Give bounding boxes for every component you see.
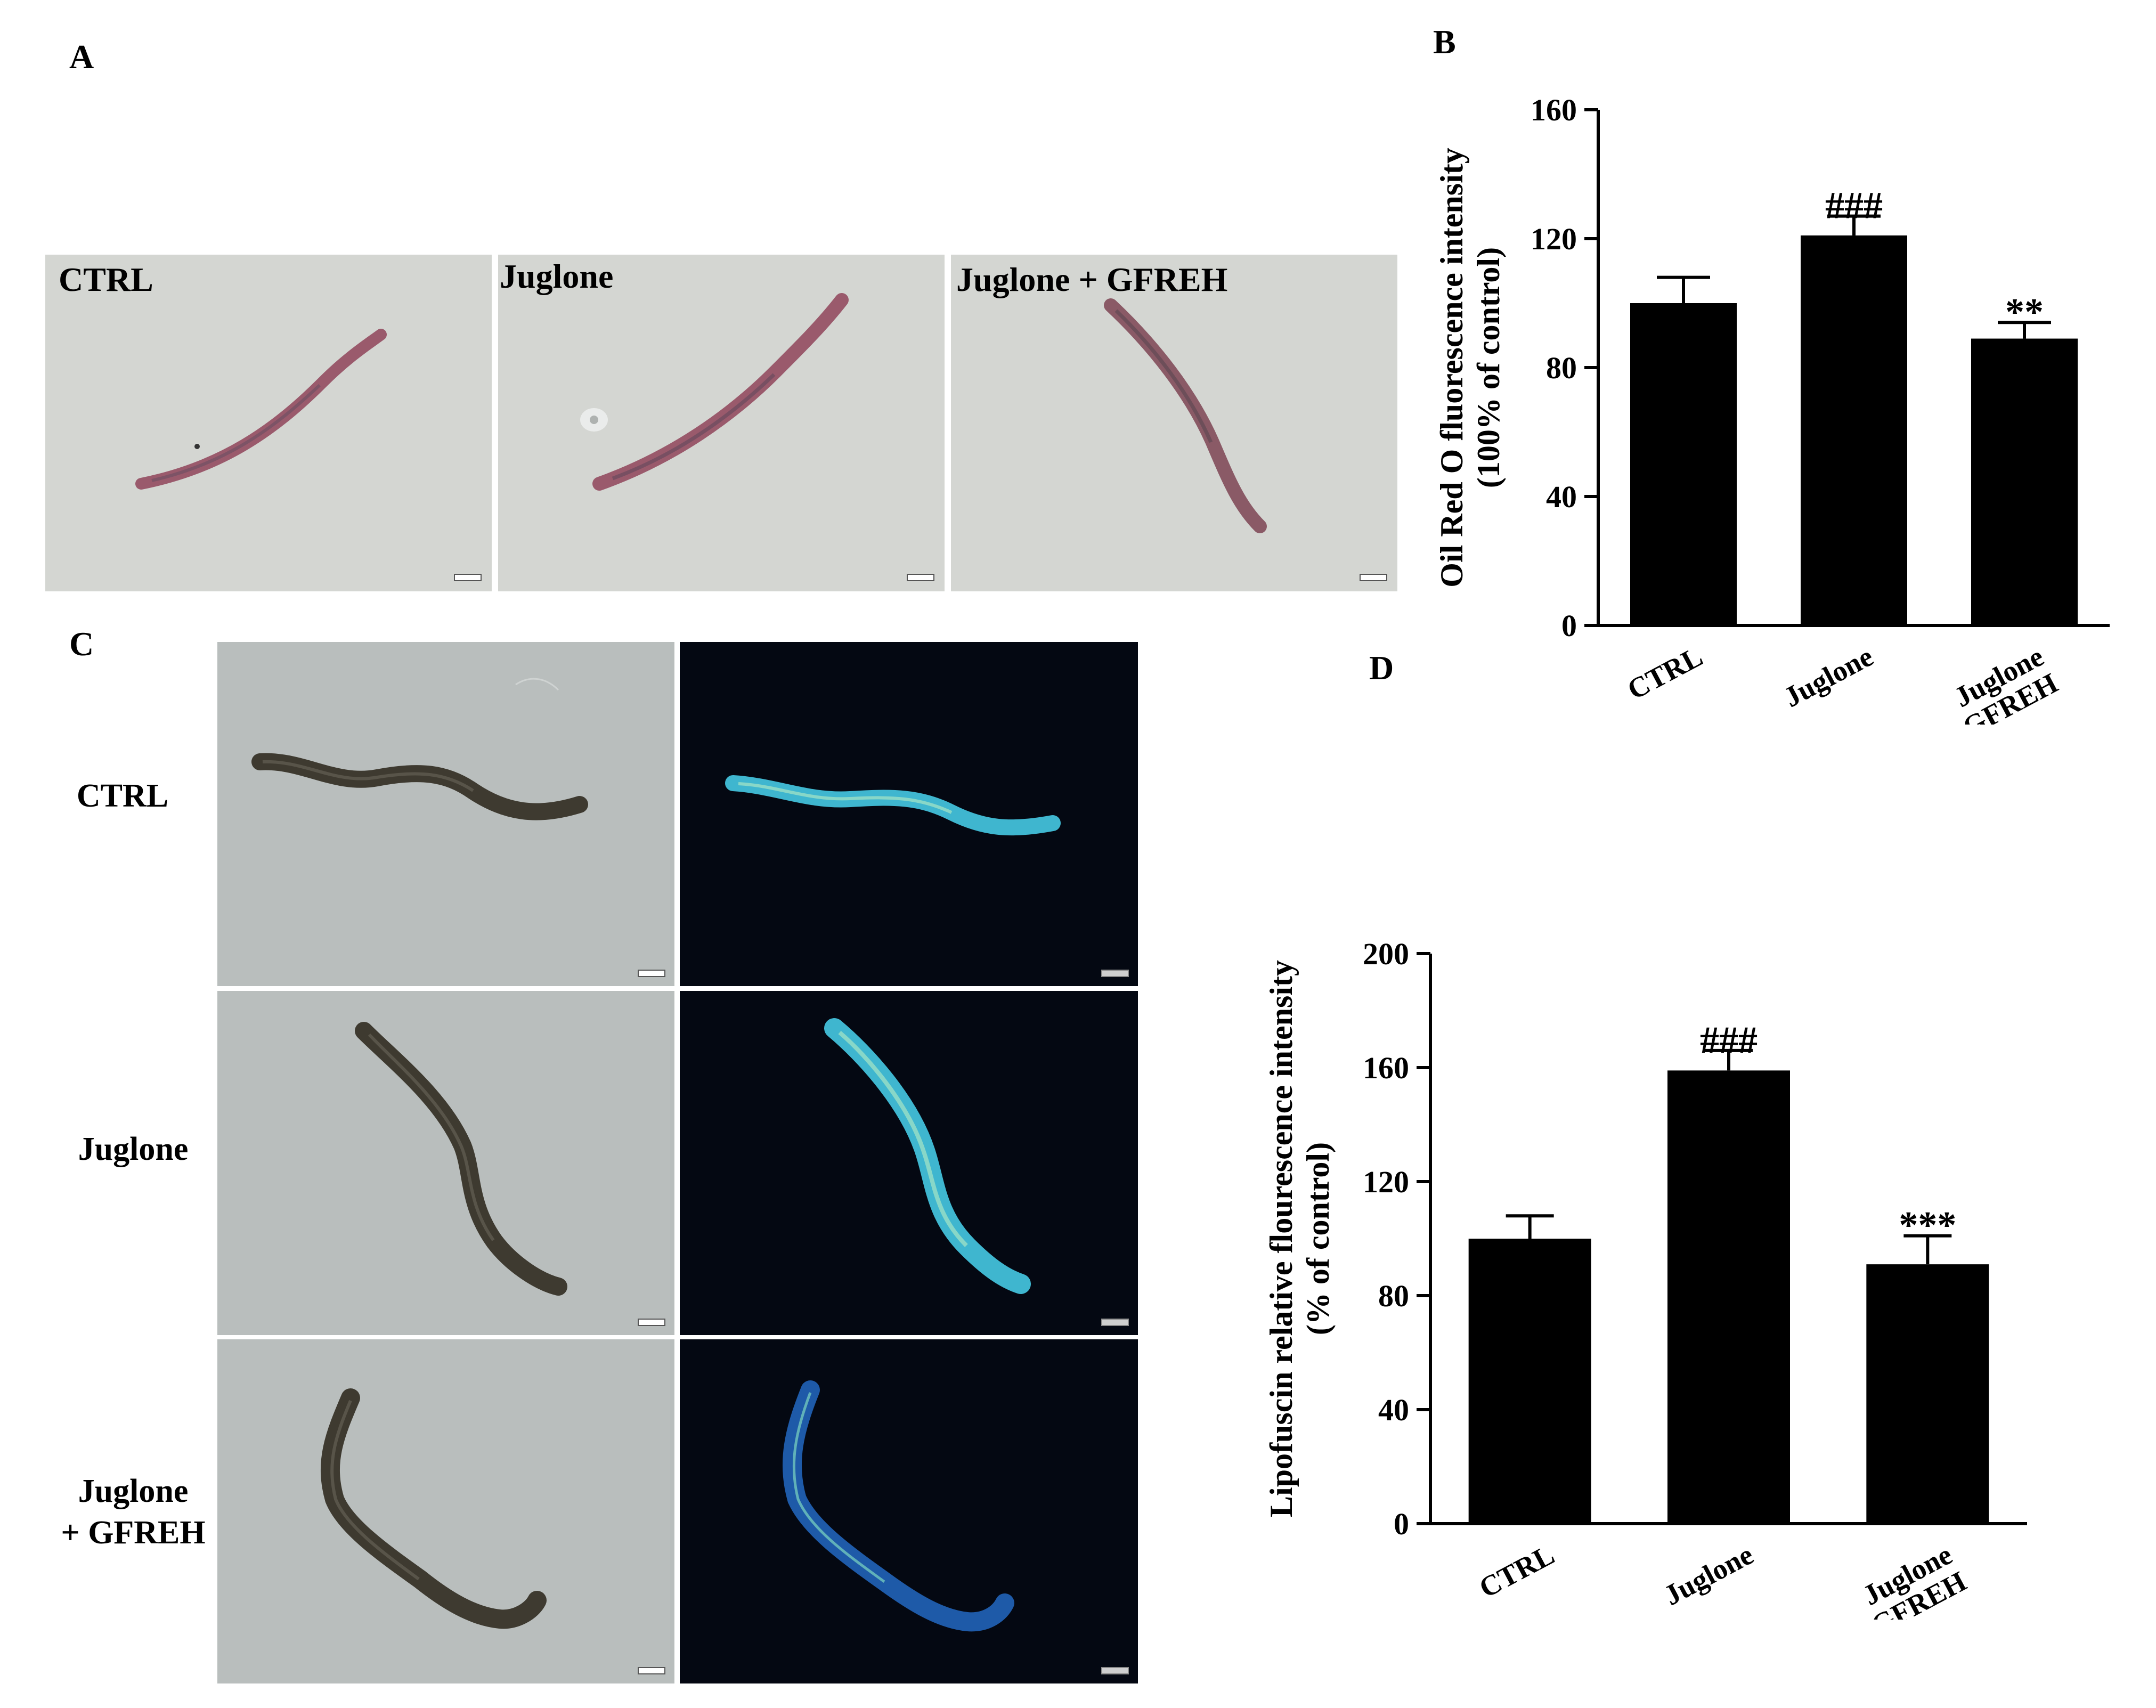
- y-axis-label-line: (% of control): [1300, 1142, 1336, 1335]
- chart-b: B 0 40 80 120 160 CTRL ### Juglone ** Juglone+ GF…: [1396, 16, 2131, 754]
- micrograph-c-juglone-fluorescence: [680, 991, 1138, 1335]
- panel-letter-a: A: [69, 38, 94, 76]
- y-axis-label: Lipofuscin relative flourescence intensi…: [1264, 960, 1336, 1517]
- micrograph-a-juglone-gfreh: [951, 255, 1397, 591]
- category-label-line: Juglone: [1658, 1539, 1758, 1612]
- y-axis-label-line: Oil Red O fluorescence intensity: [1434, 148, 1469, 587]
- y-axis-label: Oil Red O fluorescence intensity(100% of…: [1434, 148, 1506, 587]
- y-tick-label: 0: [1394, 1507, 1409, 1541]
- micrograph-c-juglone-gfreh-fluorescence: [680, 1339, 1138, 1683]
- panel-letter-c: C: [69, 625, 94, 663]
- y-tick-label: 80: [1378, 1279, 1409, 1313]
- y-tick-label: 0: [1561, 608, 1577, 643]
- category-label: Juglone: [1658, 1539, 1758, 1612]
- y-axis-label-line: Lipofuscin relative flourescence intensi…: [1264, 960, 1299, 1517]
- row-label-c-juglone-gfreh: Juglone + GFREH: [37, 1470, 229, 1554]
- bar: [1801, 235, 1907, 625]
- y-tick-label: 120: [1363, 1165, 1409, 1199]
- category-label-line: CTRL: [1474, 1539, 1560, 1604]
- y-tick-label: 120: [1531, 222, 1577, 256]
- y-tick-label: 160: [1363, 1051, 1409, 1085]
- bar: [1630, 303, 1737, 625]
- significance-label: ###: [1700, 1019, 1758, 1061]
- row-label-line: CTRL: [76, 778, 169, 814]
- y-tick-label: 200: [1363, 937, 1409, 971]
- category-label: Juglone+ GFREH: [1831, 1539, 1971, 1620]
- row-label-c-juglone: Juglone: [37, 1128, 229, 1170]
- bar: [1866, 1264, 1989, 1524]
- micrograph-c-ctrl-brightfield: [217, 642, 674, 986]
- chart-d: D 0 40 80 120 160 200 CTRL ### Juglone *** Juglone…: [1263, 639, 2142, 1653]
- significance-label: ***: [1899, 1204, 1956, 1247]
- row-label-line: Juglone: [78, 1473, 189, 1509]
- bar: [1667, 1070, 1790, 1524]
- y-axis-label-line: (100% of control): [1471, 247, 1506, 488]
- category-label: CTRL: [1474, 1539, 1560, 1604]
- panel-letter-b: B: [1433, 23, 1456, 61]
- significance-label: ###: [1825, 184, 1883, 227]
- row-label-line: Juglone: [78, 1131, 189, 1167]
- image-label-a-juglone: Juglone: [500, 257, 614, 295]
- y-tick-label: 40: [1378, 1393, 1409, 1427]
- micrograph-a-ctrl: [45, 255, 492, 591]
- bar: [1971, 338, 2078, 625]
- significance-label: **: [2005, 290, 2044, 333]
- micrograph-c-juglone-gfreh-brightfield: [217, 1339, 674, 1683]
- chart-d-svg: D 0 40 80 120 160 200 CTRL ### Juglone *** Juglone…: [1264, 649, 2027, 1653]
- y-tick-label: 40: [1546, 479, 1577, 514]
- row-label-c-ctrl: CTRL: [37, 775, 208, 817]
- y-tick-label: 80: [1546, 351, 1577, 385]
- micrograph-c-ctrl-fluorescence: [680, 642, 1138, 986]
- image-label-a-juglone-gfreh: Juglone + GFREH: [956, 261, 1228, 298]
- row-label-line: + GFREH: [61, 1515, 206, 1551]
- micrograph-c-juglone-brightfield: [217, 991, 674, 1335]
- y-tick-label: 160: [1531, 93, 1577, 127]
- micrograph-a-juglone: [498, 255, 945, 591]
- bar: [1468, 1239, 1591, 1524]
- panel-letter-d: D: [1369, 649, 1394, 687]
- image-label-a-ctrl: CTRL: [59, 261, 153, 298]
